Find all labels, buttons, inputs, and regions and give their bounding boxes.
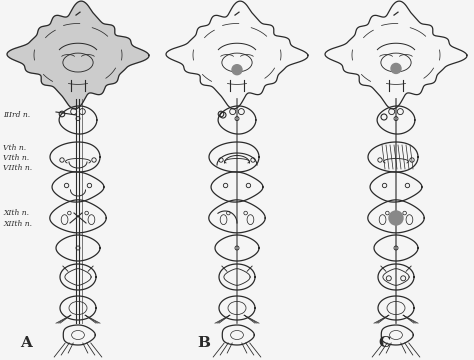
- Text: XIIth n.: XIIth n.: [3, 220, 32, 228]
- Polygon shape: [7, 1, 149, 109]
- Text: VIIth n.: VIIth n.: [3, 164, 32, 172]
- Text: C: C: [378, 336, 390, 350]
- Text: IIIrd n.: IIIrd n.: [3, 111, 30, 119]
- Text: B: B: [197, 336, 210, 350]
- Text: XIth n.: XIth n.: [3, 209, 29, 217]
- Text: Vth n.: Vth n.: [3, 144, 26, 152]
- Text: A: A: [20, 336, 32, 350]
- Circle shape: [232, 65, 242, 75]
- Circle shape: [389, 211, 403, 225]
- Circle shape: [391, 63, 401, 73]
- Text: VIth n.: VIth n.: [3, 154, 29, 162]
